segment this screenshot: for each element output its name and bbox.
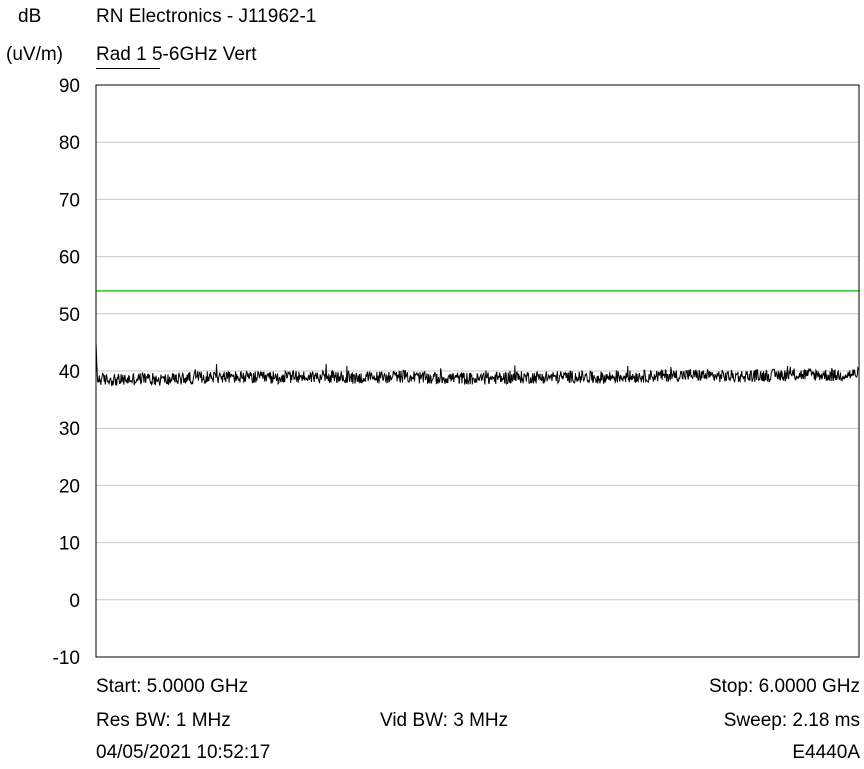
chart-subtitle: Rad 1 5-6GHz Vert <box>96 44 257 65</box>
y-tick-label: 70 <box>59 190 80 211</box>
plot-border <box>95 84 860 658</box>
y-tick-label: 80 <box>59 133 80 154</box>
y-tick-label: 90 <box>59 76 80 97</box>
y-tick-label: 10 <box>59 534 80 555</box>
subtitle-underline <box>96 68 160 69</box>
spectrum-trace <box>95 342 860 387</box>
timestamp: 04/05/2021 10:52:17 <box>96 742 271 763</box>
sweep-time: Sweep: 2.18 ms <box>723 710 860 731</box>
y-unit-label-uvm: (uV/m) <box>6 44 63 65</box>
video-bandwidth: Vid BW: 3 MHz <box>380 710 509 731</box>
y-tick-label: 30 <box>59 419 80 440</box>
res-bandwidth: Res BW: 1 MHz <box>96 710 231 731</box>
y-tick-labels: 90 80 70 60 50 40 30 20 10 0 -10 <box>53 76 80 669</box>
start-frequency: Start: 5.0000 GHz <box>96 676 249 697</box>
grid-lines <box>96 141 859 601</box>
y-tick-label: 60 <box>59 248 80 269</box>
y-tick-label: 50 <box>59 305 80 326</box>
chart-title: RN Electronics - J11962-1 <box>96 6 317 27</box>
analyzer-model: E4440A <box>792 742 860 763</box>
y-tick-label: -10 <box>53 648 80 669</box>
stop-frequency: Stop: 6.0000 GHz <box>708 676 860 697</box>
y-unit-label-db: dB <box>18 6 42 27</box>
y-tick-label: 0 <box>69 591 80 612</box>
y-tick-label: 40 <box>59 362 80 383</box>
y-tick-label: 20 <box>59 476 80 497</box>
